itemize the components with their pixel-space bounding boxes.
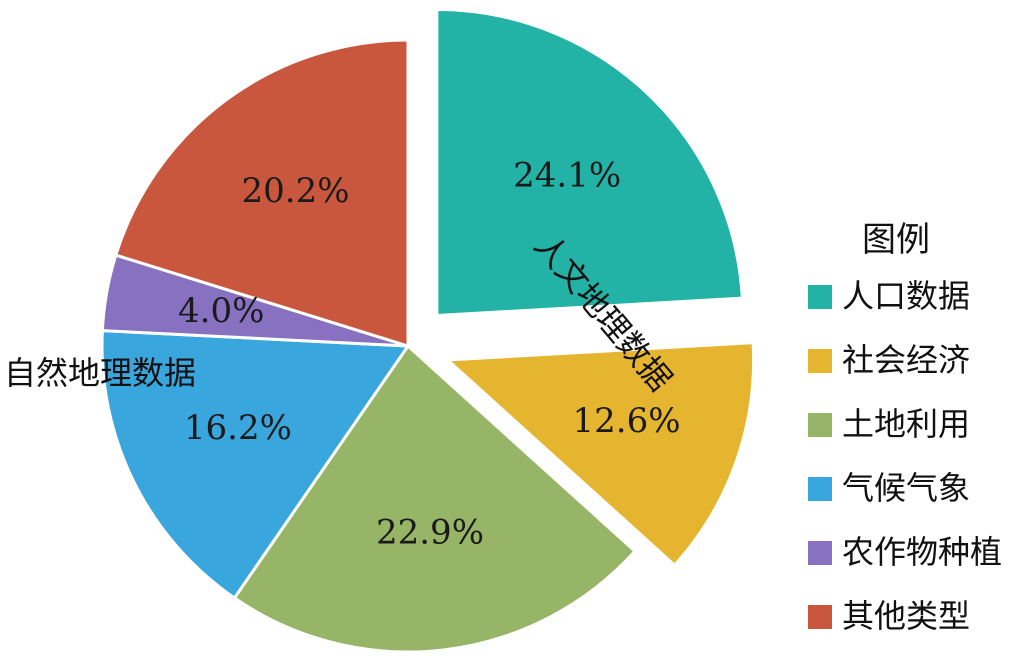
pie-slice-0 [435,7,744,318]
pie-slice-2 [232,343,638,654]
legend-swatch [808,349,832,373]
pie-slice-1 [443,341,756,568]
legend-swatch [808,285,832,309]
legend-label: 土地利用 [842,405,970,443]
slice-percent-label: 20.2% [242,171,350,211]
legend-label: 农作物种植 [842,533,1002,571]
percentage-labels: 24.1% 12.6% 22.9% 16.2% 4.0% 20.2% [178,156,681,553]
legend-label: 社会经济 [842,341,970,379]
group-label-natural-geography: 自然地理数据 [4,354,196,392]
legend-swatch [808,541,832,565]
slice-percent-label: 24.1% [513,156,621,196]
slice-percent-label: 4.0% [178,291,264,331]
slice-percent-label: 16.2% [184,408,292,448]
legend-swatch [808,605,832,629]
legend-title: 图例 [862,220,930,260]
legend-label: 气候气象 [842,469,970,507]
legend-swatch [808,413,832,437]
pie-slices [100,7,756,654]
legend-label: 人口数据 [842,277,970,315]
pie-slice-5 [113,38,410,349]
pie-slice-3 [100,329,411,601]
slice-percent-label: 22.9% [376,512,484,552]
legend-label: 其他类型 [842,597,970,635]
slice-percent-label: 12.6% [573,401,681,441]
legend-swatch [808,477,832,501]
